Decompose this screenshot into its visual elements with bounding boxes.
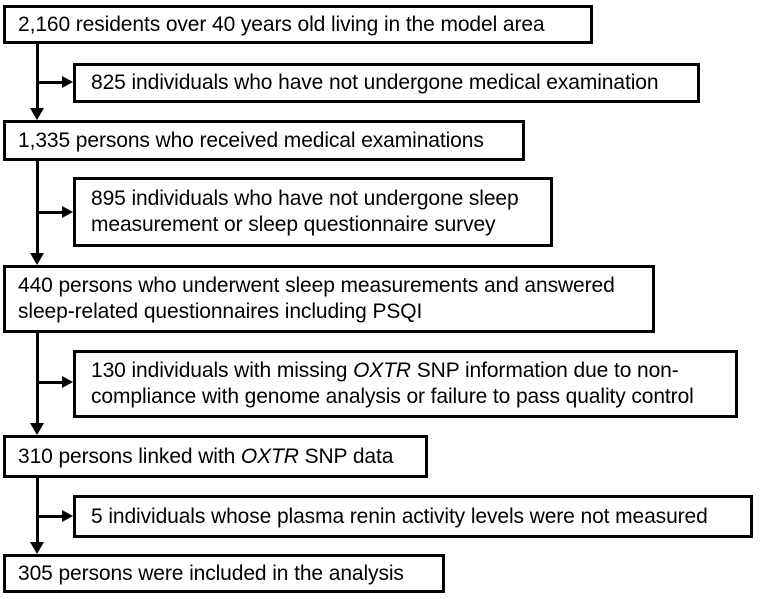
connector-line-4 <box>36 477 39 543</box>
exclusion-box-no-sleep-measurement: 895 individuals who have not undergone s… <box>73 177 553 247</box>
arrow-down-icon-3 <box>30 423 44 435</box>
exclusion-box-no-medical-exam: 825 individuals who have not undergone m… <box>73 63 700 103</box>
flow-box-analyzed: 305 persons were included in the analysi… <box>3 554 445 593</box>
flow-box-sleep-measured: 440 persons who underwent sleep measurem… <box>3 265 655 333</box>
branch-line-2 <box>37 211 64 214</box>
connector-line-1 <box>36 43 39 109</box>
connector-line-3 <box>36 332 39 424</box>
arrow-down-icon-4 <box>30 542 44 554</box>
exclusion-box-missing-oxtr-snp: 130 individuals with missing OXTR SNP in… <box>73 350 738 418</box>
exclusion-box-no-renin-measurement: 5 individuals whose plasma renin activit… <box>73 495 753 538</box>
flow-box-residents: 2,160 residents over 40 years old living… <box>3 5 593 44</box>
arrow-down-icon-1 <box>30 108 44 120</box>
arrow-right-icon-1 <box>62 76 73 88</box>
branch-line-3 <box>37 381 64 384</box>
connector-line-2 <box>36 160 39 254</box>
arrow-right-icon-3 <box>62 376 73 388</box>
flow-box-snp-linked: 310 persons linked with OXTR SNP data <box>3 435 428 478</box>
arrow-down-icon-2 <box>30 253 44 265</box>
branch-line-1 <box>37 81 64 84</box>
arrow-right-icon-4 <box>62 510 73 522</box>
flow-box-examined: 1,335 persons who received medical exami… <box>3 120 525 161</box>
branch-line-4 <box>37 515 64 518</box>
arrow-right-icon-2 <box>62 206 73 218</box>
